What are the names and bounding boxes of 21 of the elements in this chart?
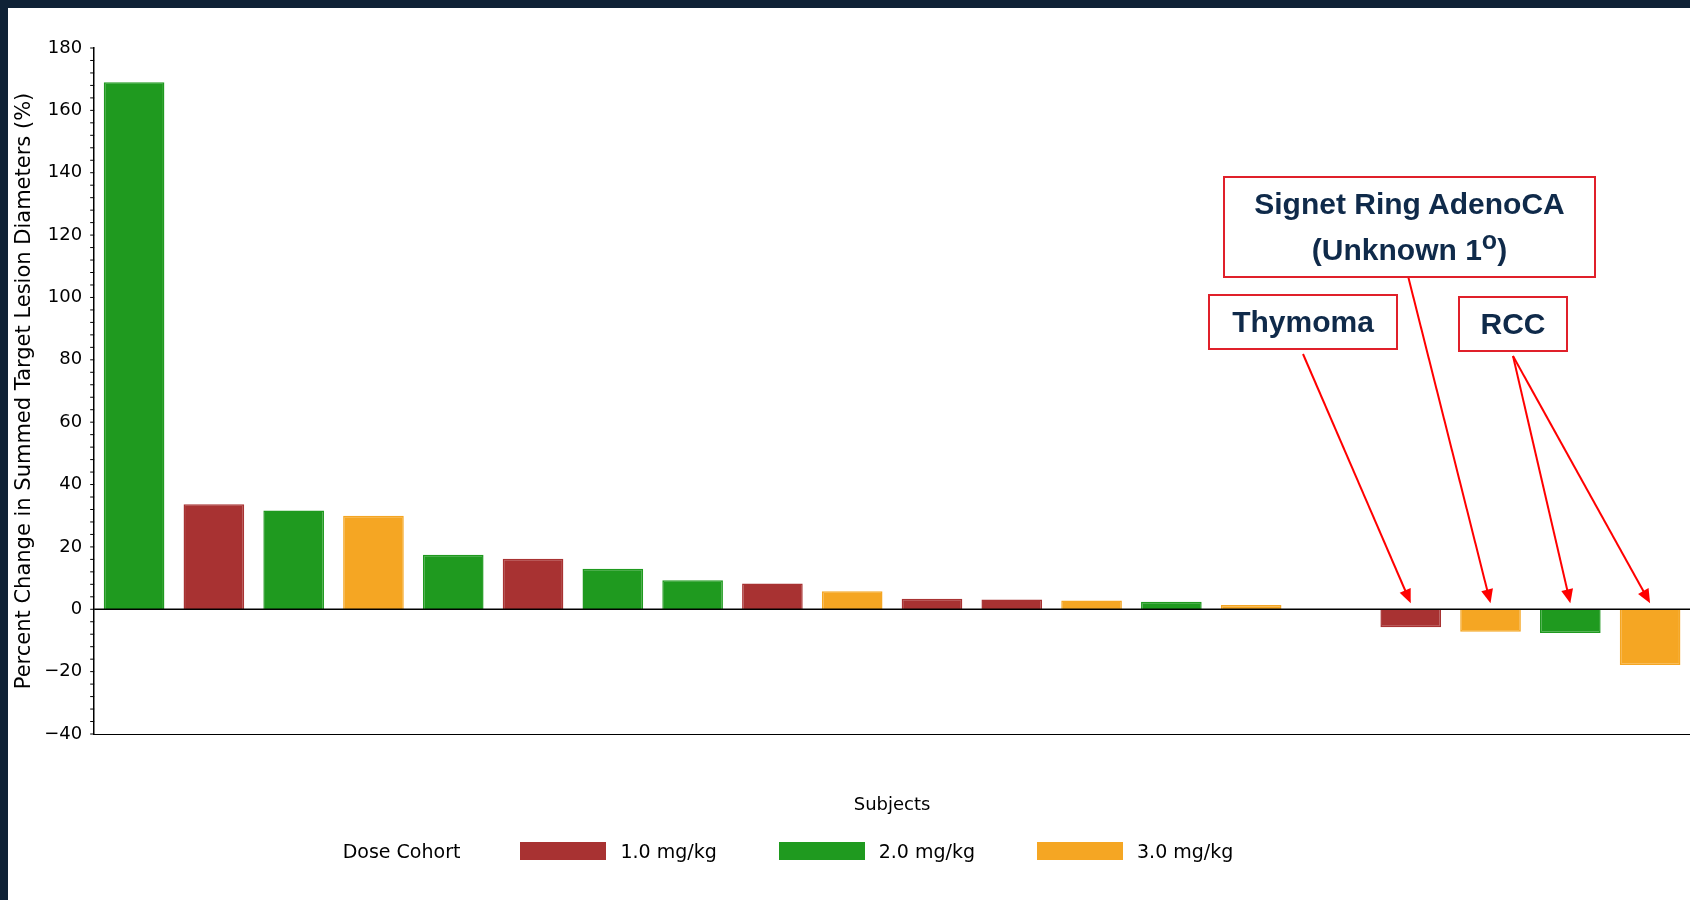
annotation: Signet Ring AdenoCA (Unknown 1$^{o}$): [1223, 176, 1596, 278]
legend-title: Dose Cohort: [342, 840, 461, 862]
legend-label: 3.0 mg/kg: [1137, 840, 1234, 862]
y-tick-label: 100: [47, 285, 83, 307]
y-tick-label: 80: [59, 347, 83, 369]
annotation: Thymoma: [1208, 294, 1398, 350]
y-tick-label: 20: [59, 534, 83, 556]
y-tick-label: 120: [47, 222, 83, 244]
y-tick-label: −40: [44, 721, 83, 743]
y-tick-label: 160: [47, 98, 83, 120]
annotation: RCC: [1458, 296, 1568, 352]
y-tick-label: 140: [47, 160, 83, 182]
y-tick-label: 60: [59, 409, 83, 431]
y-tick-label: 40: [59, 472, 83, 494]
y-axis-title: Percent Change in Summed Target Lesion Diameters (%): [11, 92, 36, 690]
legend-label: 1.0 mg/kg: [620, 840, 717, 862]
y-tick-label: 0: [70, 596, 83, 618]
y-tick-label: 180: [47, 35, 83, 57]
x-axis-title: Subjects: [853, 792, 931, 814]
legend-label: 2.0 mg/kg: [878, 840, 975, 862]
y-tick-label: −20: [44, 659, 83, 681]
